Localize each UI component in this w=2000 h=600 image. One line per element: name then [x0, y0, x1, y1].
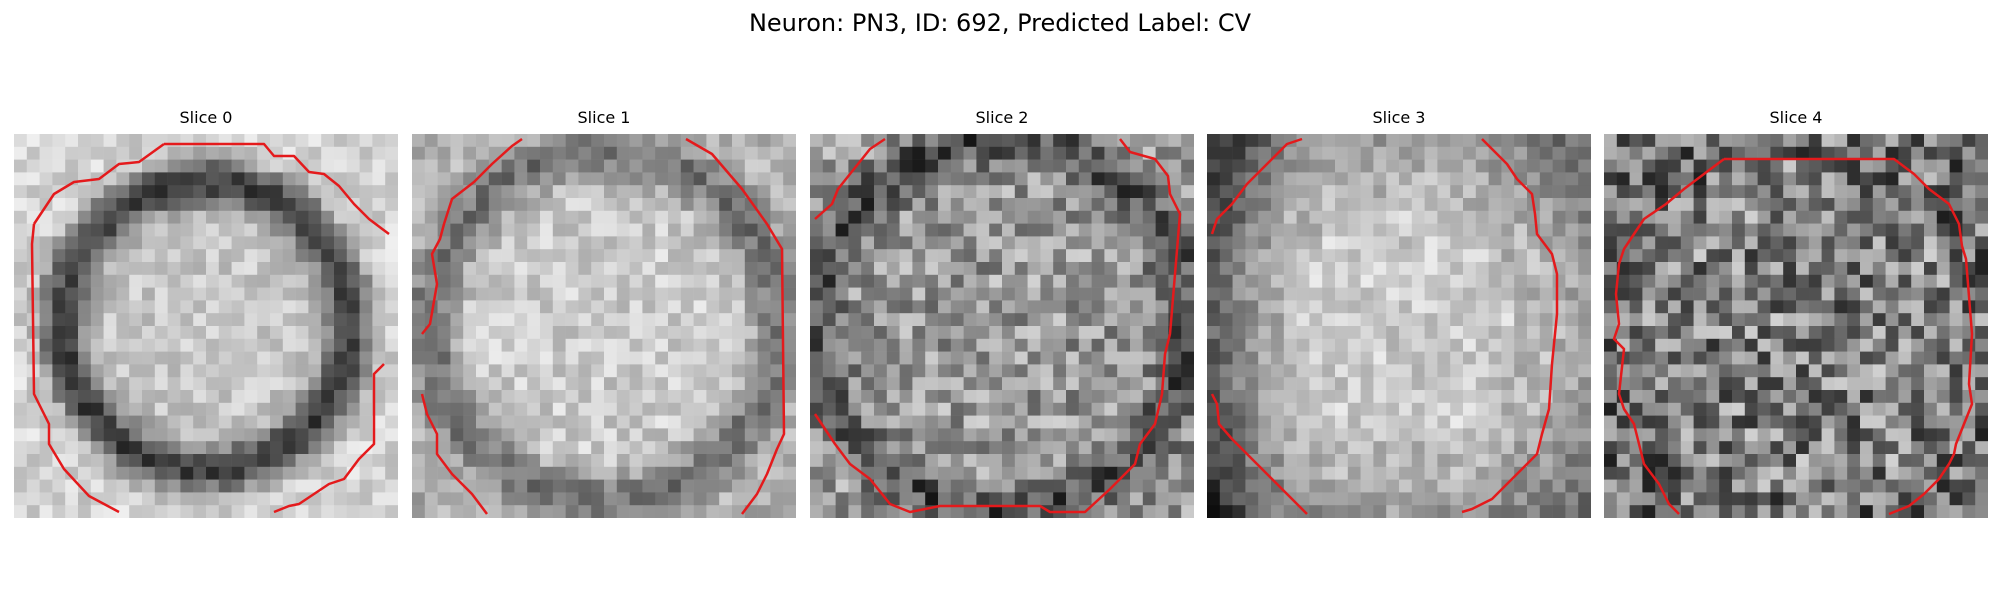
contour-line: [1210, 137, 1303, 235]
contour-line: [814, 137, 886, 220]
contour-line: [1210, 393, 1308, 515]
contour-line: [813, 138, 1182, 514]
slice-title-2: Slice 2: [975, 108, 1029, 127]
contour-line: [421, 137, 523, 335]
figure-title: Neuron: PN3, ID: 692, Predicted Label: C…: [748, 9, 1252, 37]
slice-title-1: Slice 1: [577, 108, 631, 127]
slice-title-0: Slice 0: [179, 108, 233, 127]
slice-image-0: [14, 134, 398, 518]
contour-line: [30, 223, 120, 514]
slice-panel-3: Slice 3: [1207, 0, 1591, 520]
slice-panel-4: Slice 4: [1604, 0, 1988, 520]
contour-line: [1612, 158, 1725, 515]
slice-panel-2: Slice 2: [810, 0, 1194, 520]
slice-image-2: [810, 134, 1194, 518]
slice-title-3: Slice 3: [1372, 108, 1426, 127]
slice-image-3: [1207, 134, 1591, 518]
contour-line: [273, 363, 385, 514]
slice-image-1: [412, 134, 796, 518]
contour-line: [685, 137, 786, 515]
slice-image-svg-0: [14, 134, 398, 518]
contour-line: [1461, 138, 1559, 514]
contour-line: [1724, 157, 1974, 516]
slice-panel-1: Slice 1: [412, 0, 796, 520]
contour-line: [164, 142, 390, 235]
contour-line: [32, 142, 165, 225]
slice-image-svg-4: [1604, 134, 1988, 518]
contour-line: [420, 393, 488, 515]
slice-panel-0: Slice 0: [14, 0, 398, 520]
slice-image-svg-1: [412, 134, 796, 518]
slice-image-4: [1604, 134, 1988, 518]
slice-image-svg-3: [1207, 134, 1591, 518]
slice-title-4: Slice 4: [1769, 108, 1823, 127]
slice-image-svg-2: [810, 134, 1194, 518]
